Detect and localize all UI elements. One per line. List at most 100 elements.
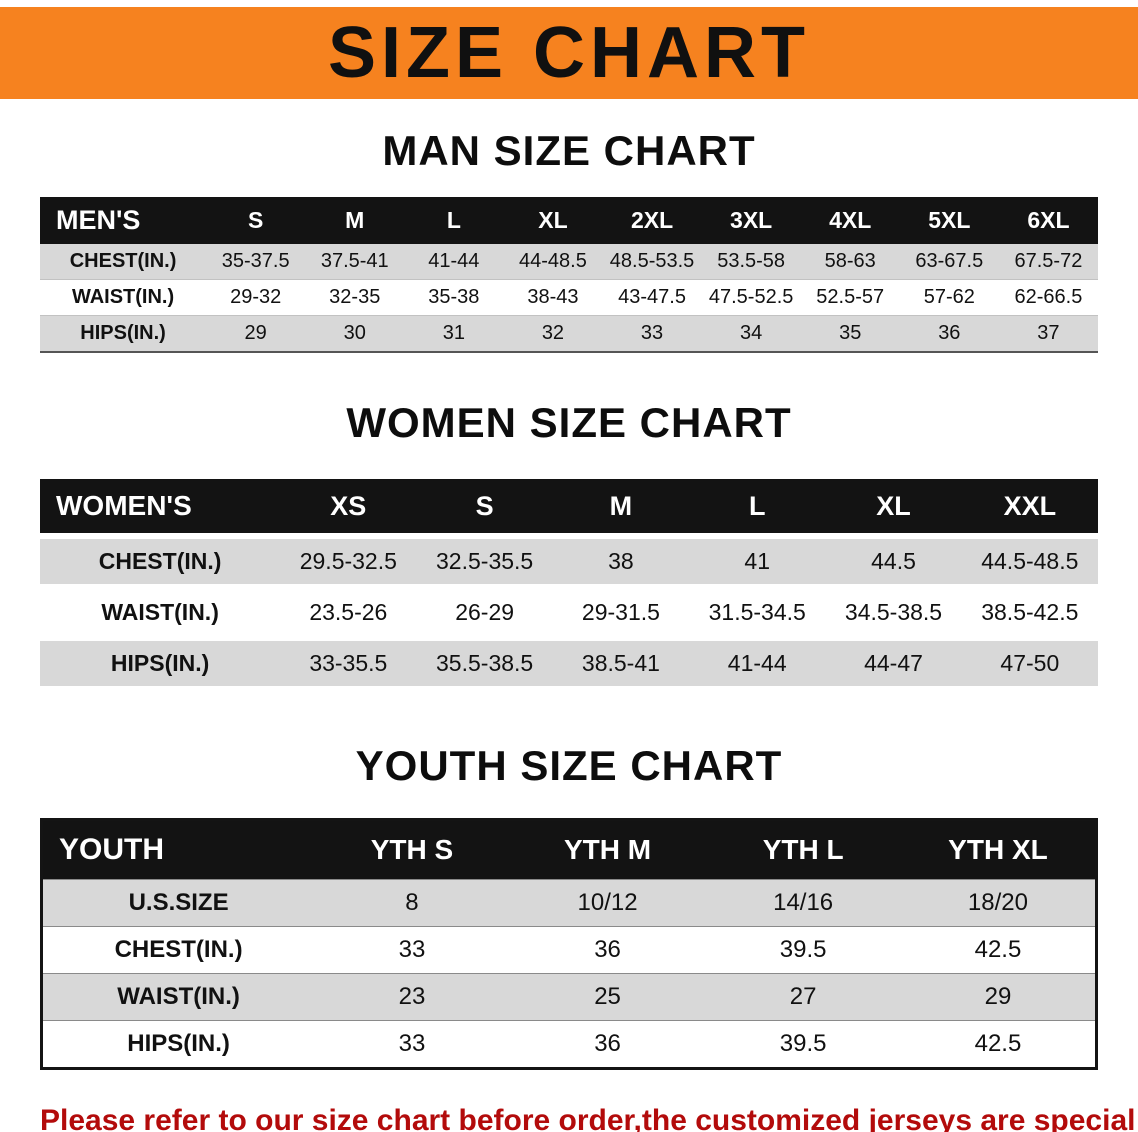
value-cell: 29 bbox=[244, 322, 267, 344]
size-column-header: L bbox=[748, 490, 766, 521]
value-cell: 23 bbox=[398, 983, 426, 1010]
row-label-cell: HIPS(IN.) bbox=[127, 1030, 230, 1057]
value-cell: 32 bbox=[541, 322, 565, 344]
value-cell: 35-38 bbox=[428, 286, 480, 308]
value-cell: 33 bbox=[398, 1030, 426, 1057]
table-row: WAIST(IN.) 23.5-26 26-29 29-31.5 31.5-34.5 34… bbox=[40, 590, 1098, 635]
value-cell: 53.5-58 bbox=[717, 250, 786, 272]
size-column-header: M bbox=[345, 207, 365, 233]
value-cell: 37 bbox=[1037, 322, 1060, 344]
value-cell: 36 bbox=[938, 322, 961, 344]
table-row: HIPS(IN.) 33-35.5 35.5-38.5 38.5-41 41-44 44-… bbox=[40, 641, 1098, 686]
size-column-header: S bbox=[247, 207, 264, 233]
size-column-header: YTH XL bbox=[948, 834, 1048, 865]
banner-title: SIZE CHART bbox=[328, 13, 810, 93]
table-header-row: YOUTH YTH S YTH M YTH L YTH XL bbox=[41, 819, 1097, 880]
value-cell: 35 bbox=[839, 322, 862, 344]
value-cell: 67.5-72 bbox=[1014, 250, 1083, 272]
value-cell: 31 bbox=[442, 322, 465, 344]
men-section-heading: MAN SIZE CHART bbox=[382, 127, 756, 174]
value-cell: 41-44 bbox=[428, 250, 480, 272]
value-cell: 44.5 bbox=[871, 548, 916, 574]
value-cell: 18/20 bbox=[967, 889, 1028, 916]
value-cell: 39.5 bbox=[779, 1030, 827, 1057]
table-row: CHEST(IN.) 35-37.5 37.5-41 41-44 44-48.5 48.5… bbox=[40, 244, 1098, 280]
value-cell: 25 bbox=[594, 983, 621, 1010]
row-label-cell: U.S.SIZE bbox=[128, 889, 229, 916]
value-cell: 58-63 bbox=[824, 250, 876, 272]
row-label-cell: HIPS(IN.) bbox=[80, 322, 166, 344]
table-row: U.S.SIZE 8 10/12 14/16 18/20 bbox=[41, 879, 1097, 927]
value-cell: 34 bbox=[740, 322, 763, 344]
value-cell: 29.5-32.5 bbox=[299, 548, 397, 574]
size-column-header: YTH M bbox=[564, 834, 652, 865]
table-header-row: MEN'S S M L XL 2XL 3XL 4XL 5XL 6XL bbox=[40, 197, 1098, 244]
value-cell: 31.5-34.5 bbox=[708, 599, 806, 625]
value-cell: 33-35.5 bbox=[309, 650, 388, 676]
size-column-header: XS bbox=[330, 490, 367, 521]
size-column-header: XL bbox=[876, 490, 911, 521]
size-column-header: M bbox=[609, 490, 633, 521]
value-cell: 38.5-42.5 bbox=[981, 599, 1079, 625]
value-cell: 52.5-57 bbox=[816, 286, 885, 308]
row-label-cell: WAIST(IN.) bbox=[71, 286, 175, 308]
size-column-header: XXL bbox=[1003, 490, 1057, 521]
youth-section-heading: YOUTH SIZE CHART bbox=[355, 742, 783, 789]
women-size-table: WOMEN'S XS S M L XL XXL CHEST(IN.) 29.5-32.5 32.5… bbox=[40, 473, 1098, 692]
row-label-cell: WAIST(IN.) bbox=[117, 983, 240, 1010]
value-cell: 35.5-38.5 bbox=[436, 650, 534, 676]
value-cell: 38-43 bbox=[527, 286, 579, 308]
value-cell: 43-47.5 bbox=[618, 286, 686, 308]
value-cell: 48.5-53.5 bbox=[609, 250, 695, 272]
disclaimer-note: Please refer to our size chart before or… bbox=[40, 1096, 1138, 1132]
value-cell: 47.5-52.5 bbox=[708, 286, 794, 308]
row-label-cell: CHEST(IN.) bbox=[69, 250, 177, 272]
size-column-header: 3XL bbox=[730, 207, 773, 233]
table-row: HIPS(IN.) 33 36 39.5 42.5 bbox=[41, 1020, 1097, 1069]
value-cell: 42.5 bbox=[974, 936, 1022, 963]
value-cell: 29 bbox=[984, 983, 1012, 1010]
table-row: CHEST(IN.) 29.5-32.5 32.5-35.5 38 41 44.5 44.5… bbox=[40, 539, 1098, 584]
value-cell: 8 bbox=[405, 889, 419, 916]
row-label-cell: CHEST(IN.) bbox=[114, 936, 243, 963]
value-cell: 36 bbox=[594, 936, 621, 963]
value-cell: 44.5-48.5 bbox=[981, 548, 1079, 574]
value-cell: 41 bbox=[744, 548, 770, 574]
value-cell: 44-47 bbox=[864, 650, 923, 676]
value-cell: 10/12 bbox=[577, 889, 638, 916]
table-title-cell: WOMEN'S bbox=[56, 490, 192, 521]
table-title-cell: MEN'S bbox=[56, 205, 141, 235]
size-column-header: 4XL bbox=[829, 207, 872, 233]
value-cell: 26-29 bbox=[455, 599, 515, 625]
value-cell: 57-62 bbox=[923, 286, 975, 308]
size-column-header: YTH S bbox=[370, 834, 454, 865]
value-cell: 38 bbox=[608, 548, 634, 574]
value-cell: 29-31.5 bbox=[581, 599, 660, 625]
value-cell: 14/16 bbox=[773, 889, 834, 916]
size-column-header: 6XL bbox=[1027, 207, 1070, 233]
table-row: WAIST(IN.) 29-32 32-35 35-38 38-43 43-47.5 47.… bbox=[40, 279, 1098, 316]
value-cell: 33 bbox=[640, 322, 664, 344]
value-cell: 32.5-35.5 bbox=[436, 548, 534, 574]
value-cell: 32-35 bbox=[329, 286, 381, 308]
value-cell: 38.5-41 bbox=[581, 650, 660, 676]
size-column-header: 2XL bbox=[630, 207, 674, 233]
disclaimer-line-1: Please refer to our size chart before or… bbox=[40, 1104, 1136, 1132]
value-cell: 41-44 bbox=[727, 650, 787, 676]
size-column-header: YTH L bbox=[762, 834, 844, 865]
value-cell: 36 bbox=[594, 1030, 621, 1057]
value-cell: 29-32 bbox=[230, 286, 282, 308]
size-column-header: XL bbox=[538, 207, 568, 233]
table-row: CHEST(IN.) 33 36 39.5 42.5 bbox=[41, 926, 1097, 974]
women-section-heading: WOMEN SIZE CHART bbox=[346, 399, 792, 446]
size-chart-banner: SIZE CHART bbox=[0, 7, 1138, 99]
table-row: WAIST(IN.) 23 25 27 29 bbox=[41, 973, 1097, 1021]
value-cell: 30 bbox=[343, 322, 366, 344]
value-cell: 39.5 bbox=[779, 936, 827, 963]
table-header-row: WOMEN'S XS S M L XL XXL bbox=[40, 479, 1098, 533]
table-title-cell: YOUTH bbox=[59, 833, 164, 866]
row-label-cell: WAIST(IN.) bbox=[101, 599, 219, 625]
size-column-header: L bbox=[446, 207, 461, 233]
value-cell: 63-67.5 bbox=[915, 250, 984, 272]
value-cell: 44-48.5 bbox=[519, 250, 587, 272]
